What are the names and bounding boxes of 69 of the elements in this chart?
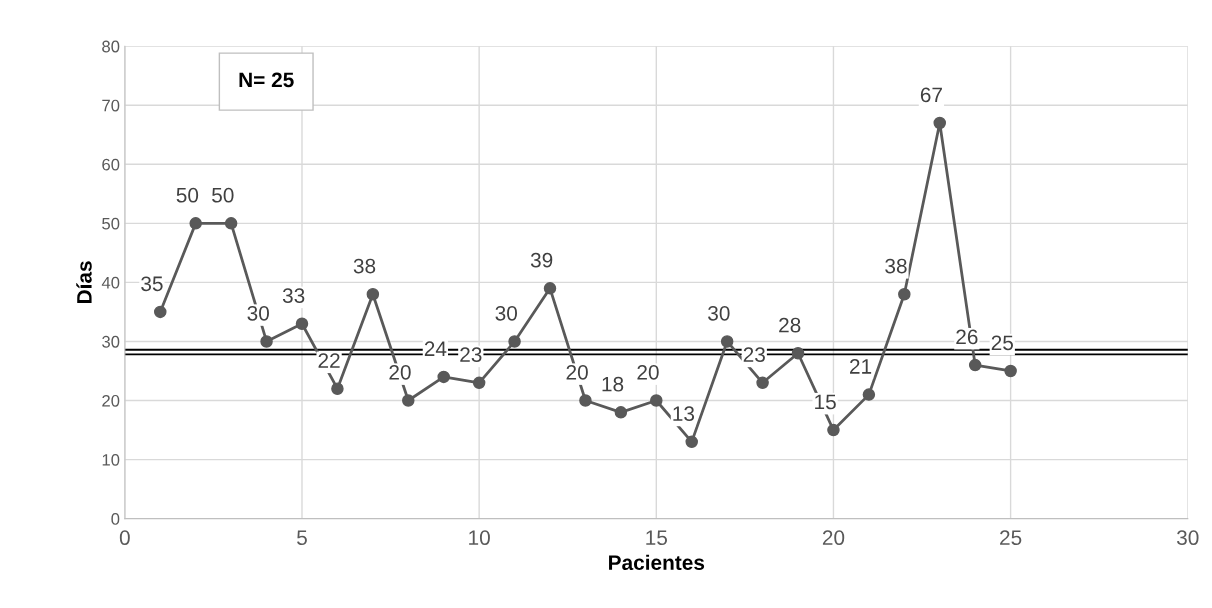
y-tick-label: 20 — [102, 394, 120, 407]
data-label: 21 — [850, 359, 872, 374]
x-tick-label: 15 — [646, 530, 668, 546]
point — [508, 335, 521, 348]
point — [720, 335, 734, 348]
point — [898, 287, 911, 301]
x-tick-label: 0 — [119, 530, 130, 546]
y-tick-label: 60 — [102, 158, 120, 171]
x-tick-label: 10 — [469, 530, 490, 546]
data-label: 35 — [141, 276, 163, 292]
data-label: 50 — [212, 187, 234, 203]
point — [260, 335, 273, 348]
x-tick-label: 25 — [1000, 530, 1022, 546]
data-label: 23 — [460, 347, 482, 363]
data-label: 30 — [708, 305, 730, 321]
data-label: 25 — [991, 335, 1013, 351]
data-label: 38 — [353, 258, 376, 274]
data-label: 18 — [602, 376, 624, 392]
x-tick-label: 20 — [822, 530, 845, 546]
point — [685, 435, 698, 449]
data-label: 20 — [389, 364, 411, 380]
data-label: 39 — [530, 252, 553, 268]
y-tick-label: 80 — [102, 40, 120, 53]
data-label: 30 — [495, 305, 518, 321]
point — [472, 376, 486, 390]
data-label: 15 — [815, 394, 836, 410]
y-tick-label: 70 — [102, 99, 120, 112]
data-label: 38 — [885, 258, 907, 274]
data-label: 13 — [673, 406, 695, 422]
data-label: 24 — [424, 341, 447, 356]
point — [295, 317, 309, 331]
point — [791, 347, 805, 360]
data-label: 33 — [282, 288, 305, 303]
data-label: 20 — [566, 364, 588, 380]
point — [968, 358, 982, 372]
data-label: 20 — [637, 364, 659, 380]
point — [579, 394, 592, 407]
y-tick-label: 10 — [102, 453, 120, 466]
data-label: 30 — [247, 305, 269, 321]
data-label: 67 — [920, 87, 942, 103]
point — [827, 423, 840, 437]
point — [366, 287, 380, 301]
y-tick-label: 0 — [111, 513, 120, 525]
point — [756, 376, 769, 390]
x-tick-label: 30 — [1176, 530, 1199, 546]
point — [614, 406, 628, 419]
y-tick-label: 30 — [102, 335, 120, 348]
point — [1004, 364, 1017, 378]
data-label: 50 — [176, 187, 199, 203]
x-tick-label: 5 — [297, 530, 307, 546]
point — [331, 382, 344, 395]
data-label: 26 — [956, 329, 978, 345]
y-axis-title: Días — [76, 261, 92, 304]
data-label: 23 — [743, 347, 765, 363]
point — [650, 394, 663, 407]
y-tick-label: 40 — [101, 276, 120, 289]
point — [402, 394, 415, 407]
y-tick-label: 50 — [102, 217, 120, 230]
point — [189, 217, 202, 230]
point — [224, 217, 238, 230]
annotation: N= 25 — [239, 72, 294, 88]
data-label: 28 — [779, 317, 801, 333]
x-axis-title: Pacientes — [609, 554, 705, 571]
point — [154, 305, 167, 319]
point — [933, 116, 946, 130]
data-label: 22 — [318, 353, 340, 368]
point — [862, 388, 876, 401]
point — [437, 370, 450, 384]
point — [543, 282, 557, 295]
